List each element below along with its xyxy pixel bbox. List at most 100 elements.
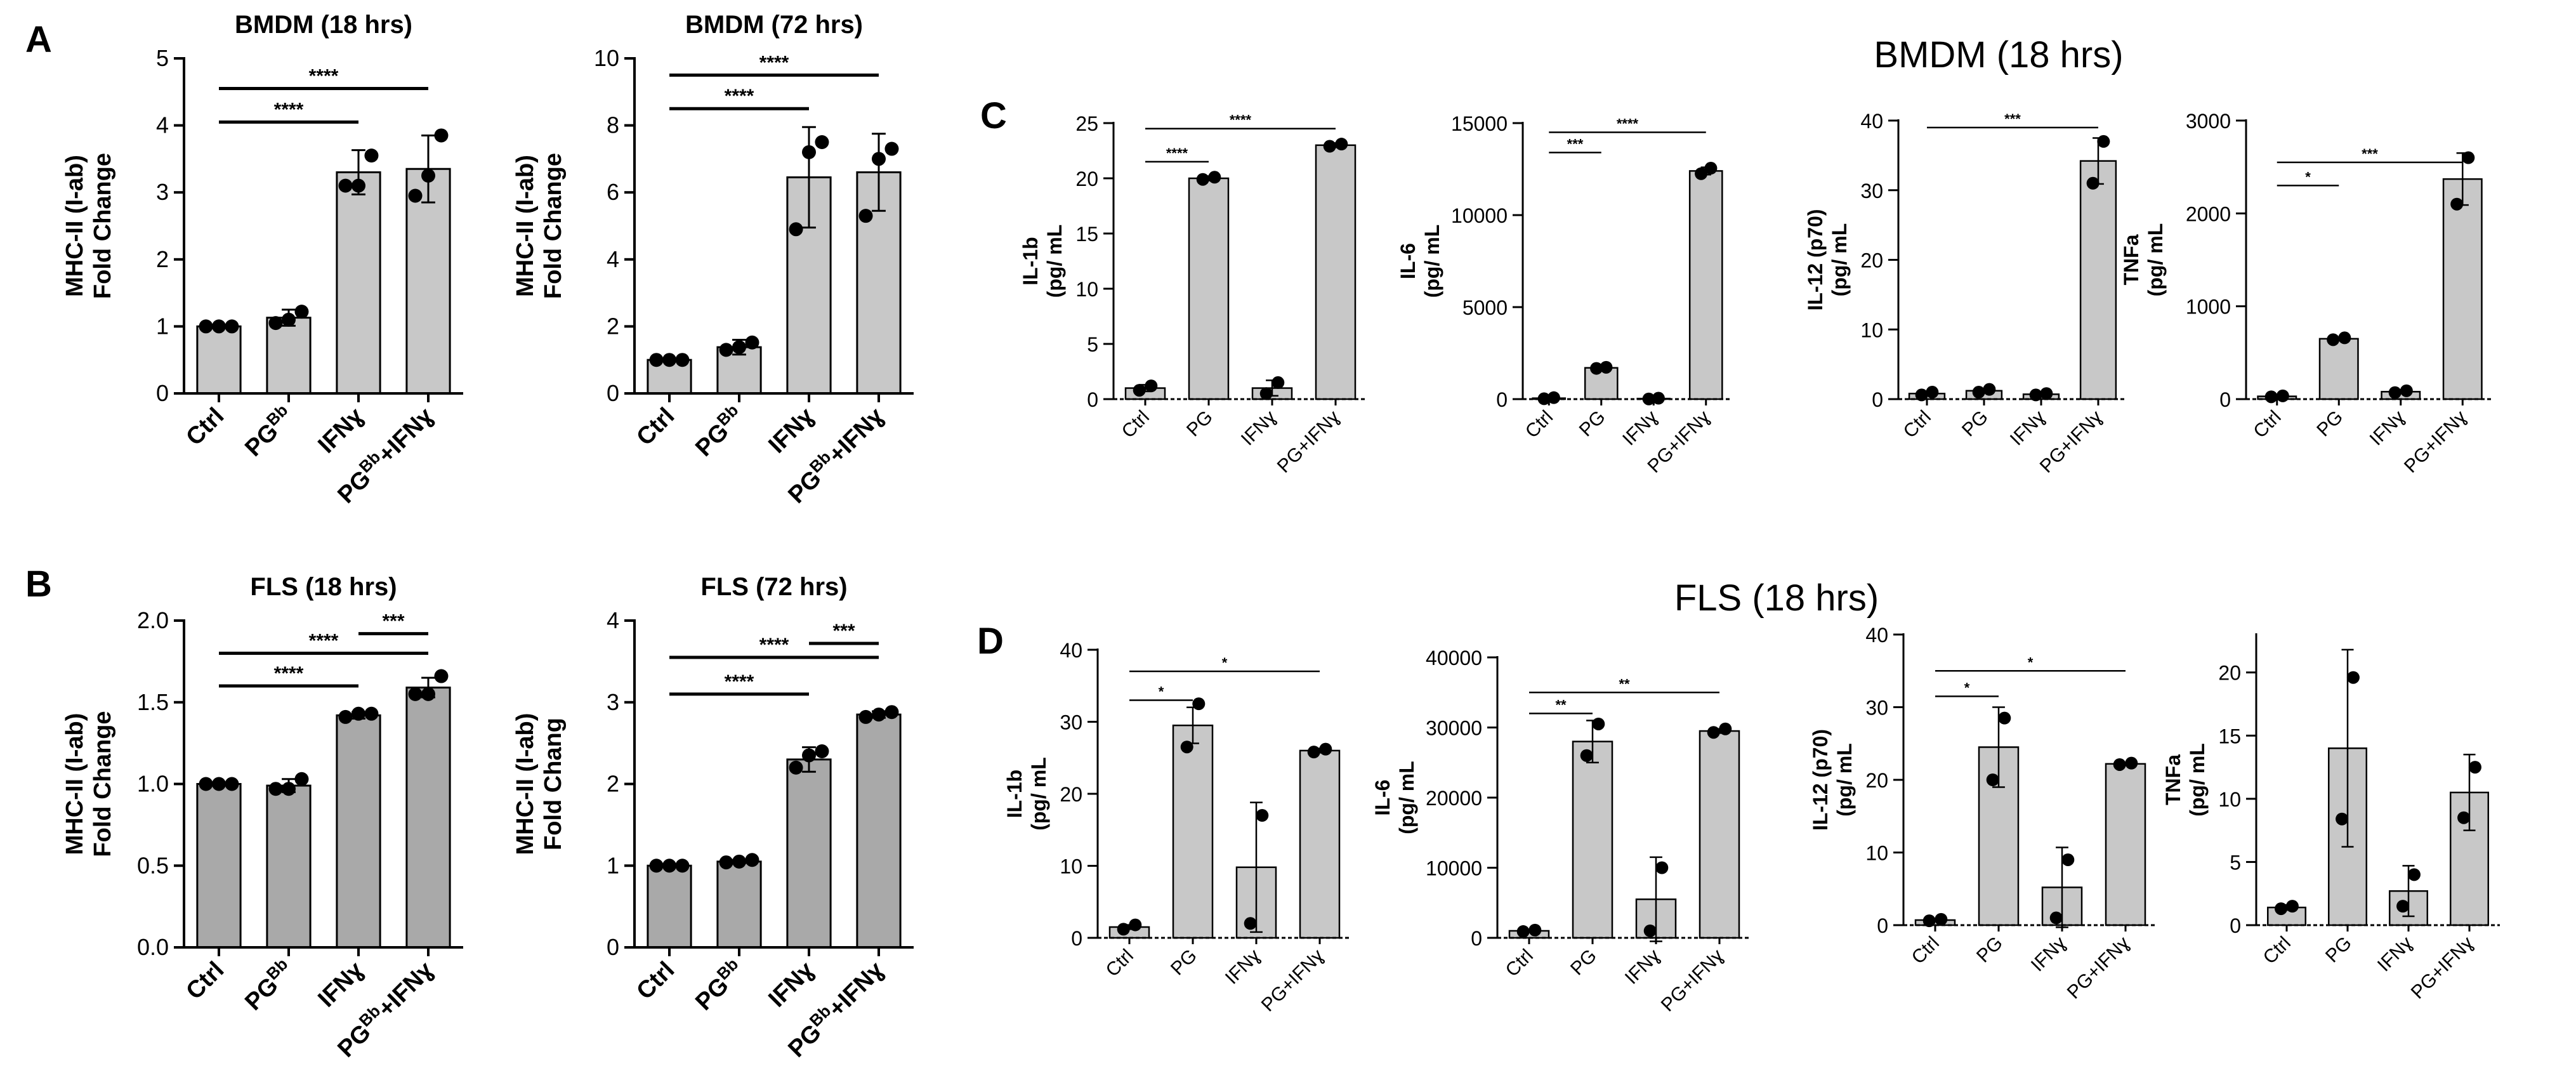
significance-label: **** xyxy=(274,99,304,120)
data-point xyxy=(815,135,829,149)
data-point xyxy=(1655,861,1669,874)
chart-title: BMDM (72 hrs) xyxy=(685,11,863,39)
x-category-base: PG xyxy=(1567,945,1601,980)
y-axis-label-line: MHC-II (I-ab) xyxy=(512,155,539,297)
data-point xyxy=(2400,384,2413,397)
data-point xyxy=(2346,671,2360,684)
y-tick-label: 0 xyxy=(1877,914,1888,937)
section-title-bmdm: BMDM (18 hrs) xyxy=(1874,34,2123,76)
chart-title: BMDM (18 hrs) xyxy=(235,11,412,39)
y-tick-label: 1.0 xyxy=(137,771,169,797)
y-tick-label: 6 xyxy=(607,179,619,205)
y-tick-label: 20 xyxy=(1860,249,1883,272)
y-axis-label-line: (pg/ mL xyxy=(1043,225,1066,298)
y-tick-label: 3000 xyxy=(2186,110,2231,133)
y-tick-label: 20 xyxy=(2218,662,2241,685)
x-category-base: Ctrl xyxy=(631,403,680,451)
chart-title: FLS (18 hrs) xyxy=(250,573,397,601)
data-point xyxy=(408,687,423,701)
data-point xyxy=(1180,741,1193,754)
x-category-base: PG+IFNɣ xyxy=(1657,945,1728,1016)
data-point xyxy=(338,178,353,193)
y-axis-label: IL-6(pg/ mL xyxy=(1371,761,1418,834)
y-axis-label-line: Fold Change xyxy=(540,153,567,299)
data-point xyxy=(649,353,664,367)
data-point xyxy=(1323,140,1336,153)
significance-label: **** xyxy=(1617,116,1639,132)
data-point xyxy=(2040,387,2053,400)
x-category-label: PG+IFNɣ xyxy=(2407,933,2478,1003)
x-category-label: Ctrl xyxy=(181,403,229,451)
y-tick-label: 40000 xyxy=(1426,647,1482,669)
significance-label: *** xyxy=(832,621,855,642)
x-category-label: IFNɣ xyxy=(313,403,369,459)
data-point xyxy=(2285,900,2299,913)
x-category-label: Ctrl xyxy=(1102,945,1138,981)
significance-label: * xyxy=(1222,655,1228,671)
chart-d3: 0 10 20 30 40 IL-12 (p70)(pg/ mL Ctrl PG IFNɣPG+… xyxy=(1809,624,2157,1003)
y-tick-label: 5000 xyxy=(1462,296,1508,319)
x-category-label: PGBb xyxy=(688,400,750,462)
bar xyxy=(336,171,381,395)
x-category-label: PG+IFNɣ xyxy=(1657,945,1728,1016)
x-category-label: Ctrl xyxy=(1908,933,1943,968)
y-tick-label: 0 xyxy=(2219,388,2231,411)
y-tick-label: 5 xyxy=(156,45,169,71)
x-category-base: PG+IFNɣ xyxy=(2036,407,2106,477)
x-category-label: Ctrl xyxy=(631,403,680,451)
x-category-label: IFNɣ xyxy=(2027,933,2070,976)
x-category-label: PG+IFNɣ xyxy=(2400,407,2471,477)
x-category-base: Ctrl xyxy=(2249,407,2285,442)
x-category-label: PG xyxy=(1958,407,1992,441)
y-tick-label: 15 xyxy=(1075,223,1098,246)
data-point xyxy=(745,853,759,867)
data-point xyxy=(732,340,746,355)
data-point xyxy=(421,168,435,183)
data-point xyxy=(1643,924,1657,937)
significance-label: **** xyxy=(725,671,754,692)
data-point xyxy=(1704,162,1718,175)
x-category-base: Ctrl xyxy=(1908,933,1943,968)
data-point xyxy=(732,854,746,869)
x-category-base: Ctrl xyxy=(1118,407,1153,442)
x-category-label: PG xyxy=(1167,945,1201,980)
data-point xyxy=(2338,331,2351,345)
x-category-base: PG+IFNɣ xyxy=(2063,933,2134,1003)
x-category-base: PG xyxy=(2322,933,2356,967)
y-tick-label: 15 xyxy=(2218,725,2241,747)
significance-label: ** xyxy=(1619,676,1630,692)
x-category-base: PG xyxy=(1167,945,1201,980)
chart-c3: 0 10 20 30 40 IL-12 (p70)(pg/ mL Ctrl PG IFNɣPG+… xyxy=(1804,110,2127,477)
chart-c4: 0 1000 2000 3000 TNFa(pg/ mL Ctrl PG IFNɣPG+IFN… xyxy=(2120,110,2494,477)
data-point xyxy=(662,859,676,873)
y-axis-label: TNFa(pg/ mL xyxy=(2162,743,2209,817)
x-category-tail: +IFNɣ xyxy=(373,957,439,1023)
significance-label: **** xyxy=(725,86,754,107)
significance-label: *** xyxy=(382,611,404,632)
y-tick-label: 30 xyxy=(1060,711,1082,734)
bar xyxy=(786,758,832,949)
y-tick-label: 30 xyxy=(1865,697,1888,720)
data-point xyxy=(1307,746,1320,759)
data-point xyxy=(2462,151,2475,164)
y-axis-label: TNFa(pg/ mL xyxy=(2120,223,2167,297)
data-point xyxy=(1335,138,1348,151)
y-tick-label: 4 xyxy=(607,607,619,633)
y-axis-label-line: IL-1b xyxy=(1019,237,1042,285)
chart-a2: BMDM (72 hrs) 0 2 4 6 8 10 MHC-II (I-ab)Fold Ch… xyxy=(512,11,914,509)
x-category-base: Ctrl xyxy=(1502,945,1537,981)
significance-label: * xyxy=(2305,169,2311,185)
x-category-base: Ctrl xyxy=(631,957,680,1005)
data-point xyxy=(268,782,283,796)
y-tick-label: 4 xyxy=(607,246,619,272)
significance-label: ** xyxy=(1555,697,1567,713)
y-tick-label: 0 xyxy=(607,380,619,406)
y-tick-label: 10 xyxy=(1060,855,1082,878)
bar xyxy=(266,317,312,395)
y-tick-label: 10000 xyxy=(1426,857,1482,880)
bar xyxy=(716,860,762,949)
x-category-label: IFNɣ xyxy=(763,957,819,1013)
